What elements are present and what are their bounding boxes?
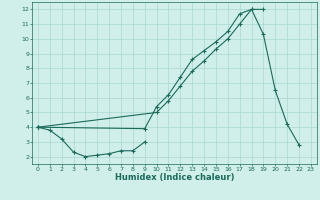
X-axis label: Humidex (Indice chaleur): Humidex (Indice chaleur) [115,173,234,182]
